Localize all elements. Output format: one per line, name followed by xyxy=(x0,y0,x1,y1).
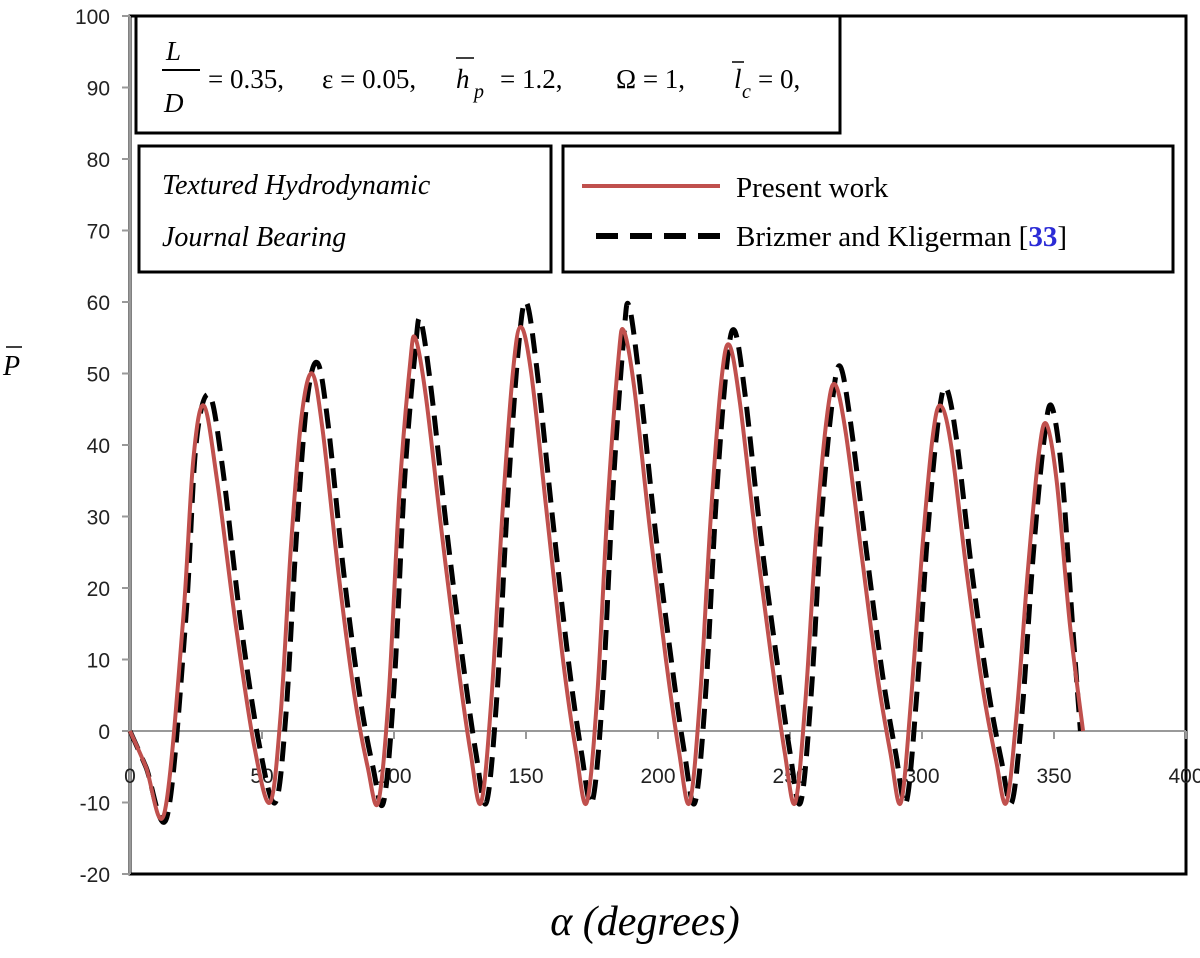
x-tick-label: 150 xyxy=(508,765,543,788)
y-tick-label: 60 xyxy=(87,292,110,315)
hp-symbol: h xyxy=(456,64,470,94)
series-line-present-work xyxy=(128,325,1086,821)
bearing-label-line-1: Textured Hydrodynamic xyxy=(162,170,431,201)
x-tick-label: 300 xyxy=(904,765,939,788)
y-tick-label: 0 xyxy=(98,721,110,744)
series-group xyxy=(127,299,1086,825)
hp-value: = 1.2, xyxy=(500,64,562,94)
lc-value: = 0, xyxy=(758,64,800,94)
x-tick-label: 200 xyxy=(640,765,675,788)
series-line-brizmer-kligerman xyxy=(127,299,1083,825)
legend-label-present-work: Present work xyxy=(736,172,889,204)
bearing-label-line-2: Journal Bearing xyxy=(162,222,346,253)
y-tick-label: 50 xyxy=(87,364,110,387)
omega-param: Ω = 1, xyxy=(616,64,685,94)
ld-value: = 0.35, xyxy=(208,64,284,94)
y-tick-label: 100 xyxy=(75,6,110,29)
y-tick-label: 20 xyxy=(87,578,110,601)
y-tick-label: 30 xyxy=(87,507,110,530)
lc-subscript: c xyxy=(742,81,751,103)
lc-symbol: l xyxy=(734,64,742,94)
bearing-label: Textured Hydrodynamic Journal Bearing xyxy=(137,144,553,274)
y-tick-label: 70 xyxy=(87,221,110,244)
y-tick-label: 40 xyxy=(87,435,110,458)
epsilon-param: ε = 0.05, xyxy=(322,64,416,94)
legend-label-brizmer-ref: 33 xyxy=(1028,221,1057,253)
y-tick-label: -10 xyxy=(80,793,110,816)
y-axis-title-text: P xyxy=(2,351,20,382)
x-axis-title: α (degrees) xyxy=(550,899,740,945)
legend: Present work Brizmer and Kligerman [33] xyxy=(561,144,1175,274)
y-tick-label: 90 xyxy=(87,78,110,101)
y-tick-label: 80 xyxy=(87,149,110,172)
legend-box xyxy=(561,144,1175,274)
y-tick-label: 10 xyxy=(87,650,110,673)
parameter-box xyxy=(134,14,842,135)
x-tick-label: 350 xyxy=(1036,765,1071,788)
x-tick-label: 400 xyxy=(1168,765,1200,788)
bearing-label-box xyxy=(137,144,553,274)
x-tick-label: 0 xyxy=(124,765,136,788)
ld-denominator: D xyxy=(163,88,184,118)
ld-numerator: L xyxy=(165,36,181,66)
legend-label-brizmer-text: Brizmer and Kligerman [ xyxy=(736,221,1028,253)
y-axis-title: P xyxy=(2,346,22,382)
legend-label-brizmer: Brizmer and Kligerman [33] xyxy=(736,221,1067,253)
hp-subscript: p xyxy=(472,81,484,103)
parameter-annotation: L D = 0.35, ε = 0.05, h p = 1.2, Ω = 1, … xyxy=(134,14,842,135)
y-tick-label: -20 xyxy=(80,864,110,887)
legend-label-brizmer-close: ] xyxy=(1057,221,1067,253)
